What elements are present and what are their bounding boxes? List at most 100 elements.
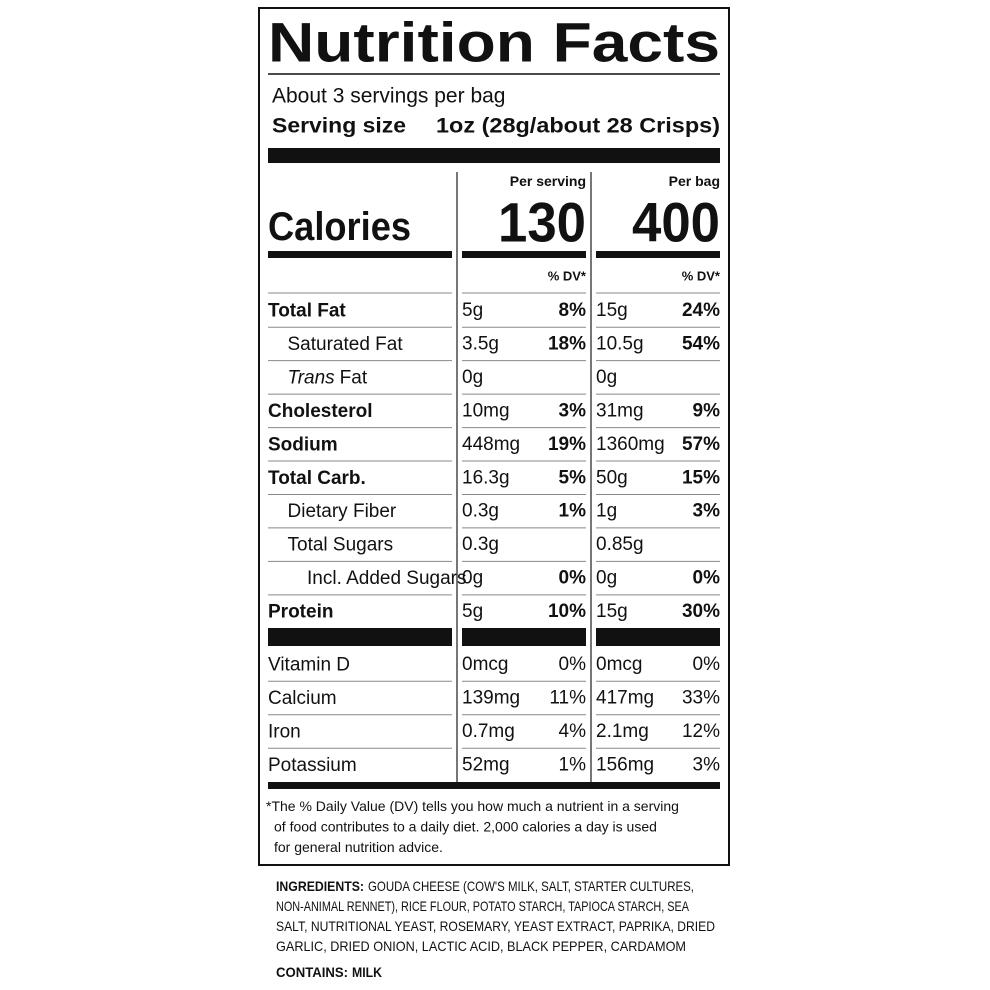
serving-size-label: Serving size: [272, 115, 406, 138]
footnote: *The % Daily Value (DV) tells you how mu…: [266, 798, 679, 814]
serving-dv: 4%: [559, 721, 587, 742]
bag-dv: 3%: [693, 501, 721, 522]
serving-dv: 1%: [559, 501, 587, 522]
thick-bar: [462, 251, 586, 258]
bag-dv: 9%: [693, 400, 721, 421]
bag-dv: 12%: [682, 721, 720, 742]
column-header: Per bag: [669, 173, 720, 189]
thick-bar: [268, 628, 452, 646]
bag-dv: 0%: [693, 654, 721, 675]
bag-amount: 0.85g: [596, 534, 644, 555]
nutrient-label: Cholesterol: [268, 400, 373, 421]
label-text: Protein: [268, 601, 333, 622]
bag-amount: 2.1mg: [596, 721, 649, 742]
calories-label: Calories: [268, 205, 411, 249]
serving-dv: 0%: [559, 654, 587, 675]
dv-header: % DV*: [682, 269, 721, 284]
serving-amount: 0mcg: [462, 654, 508, 675]
bag-dv: 24%: [682, 300, 720, 321]
calories-bag: 400: [632, 191, 720, 254]
ingredients-line: GOUDA CHEESE (COW'S MILK, SALT, STARTER …: [368, 878, 694, 894]
serving-dv: 10%: [548, 601, 586, 622]
nutrient-label: Dietary Fiber: [288, 501, 397, 522]
bag-dv: 54%: [682, 333, 720, 354]
thick-bar: [596, 628, 720, 646]
nutrient-label: Total Carb.: [268, 467, 366, 488]
serving-dv: 3%: [559, 400, 587, 421]
serving-dv: 8%: [559, 300, 587, 321]
nutrient-label: Potassium: [268, 755, 357, 776]
bag-dv: 57%: [682, 434, 720, 455]
serving-dv: 18%: [548, 333, 586, 354]
bag-amount: 15g: [596, 601, 628, 622]
nutrient-label: Trans Fat: [288, 367, 368, 388]
column-header: Per serving: [510, 173, 586, 189]
bag-dv: 15%: [682, 467, 720, 488]
contains-value: MILK: [352, 964, 382, 980]
ingredients-label: INGREDIENTS:: [276, 878, 364, 894]
label-text: Incl. Added Sugars: [307, 568, 467, 589]
serving-amount: 0.3g: [462, 501, 499, 522]
bag-dv: 0%: [693, 568, 721, 589]
bag-amount: 10.5g: [596, 333, 644, 354]
bag-dv: 33%: [682, 688, 720, 709]
ingredients-line: SALT, NUTRITIONAL YEAST, ROSEMARY, YEAST…: [276, 918, 715, 934]
serving-amount: 0.3g: [462, 534, 499, 555]
label-text: Total Fat: [268, 300, 346, 321]
serving-amount: 16.3g: [462, 467, 510, 488]
label-text: Cholesterol: [268, 400, 373, 421]
label-text: Iron: [268, 721, 301, 742]
label-text: Sodium: [268, 434, 338, 455]
serving-amount: 0g: [462, 568, 483, 589]
bag-amount: 31mg: [596, 400, 644, 421]
serving-amount: 10mg: [462, 400, 510, 421]
label-text: Fat: [340, 367, 368, 388]
nutrient-label: Total Fat: [268, 300, 346, 321]
label-text: Saturated Fat: [288, 333, 404, 354]
thick-bar: [462, 628, 586, 646]
serving-amount: 0g: [462, 367, 483, 388]
serving-amount: 139mg: [462, 688, 520, 709]
serving-dv: 19%: [548, 434, 586, 455]
nutrient-label: Total Sugars: [288, 534, 394, 555]
label-text: Calcium: [268, 688, 337, 709]
label-text: Total Sugars: [288, 534, 394, 555]
bag-amount: 156mg: [596, 755, 654, 776]
title: Nutrition Facts: [268, 11, 720, 74]
ingredients-line: GARLIC, DRIED ONION, LACTIC ACID, BLACK …: [276, 938, 686, 954]
ingredients-line: NON-ANIMAL RENNET), RICE FLOUR, POTATO S…: [276, 898, 690, 914]
thick-bar: [268, 148, 720, 163]
calories-serving: 130: [498, 191, 586, 254]
bag-amount: 0g: [596, 367, 617, 388]
label-text: Vitamin D: [268, 654, 350, 675]
bag-amount: 1g: [596, 501, 617, 522]
serving-dv: 5%: [559, 467, 587, 488]
serving-dv: 1%: [559, 755, 587, 776]
serving-amount: 5g: [462, 300, 483, 321]
nutrient-label: Saturated Fat: [288, 333, 404, 354]
serving-amount: 0.7mg: [462, 721, 515, 742]
dv-header: % DV*: [548, 269, 587, 284]
serving-amount: 448mg: [462, 434, 520, 455]
label-text: Total Carb.: [268, 467, 366, 488]
thick-bar: [268, 782, 720, 789]
contains-label: CONTAINS:: [276, 964, 348, 980]
label-italic: Trans: [288, 367, 336, 388]
nutrient-label: Iron: [268, 721, 301, 742]
label-border: [258, 7, 730, 866]
serving-dv: 0%: [559, 568, 587, 589]
nutrient-label: Protein: [268, 601, 333, 622]
bag-amount: 0g: [596, 568, 617, 589]
nutrient-label: Incl. Added Sugars: [307, 568, 467, 589]
label-text: Potassium: [268, 755, 357, 776]
nutrient-label: Calcium: [268, 688, 337, 709]
nutrient-label: Vitamin D: [268, 654, 350, 675]
nutrient-label: Sodium: [268, 434, 338, 455]
bag-amount: 15g: [596, 300, 628, 321]
servings: About 3 servings per bag: [272, 85, 505, 108]
bag-amount: 50g: [596, 467, 628, 488]
thick-bar: [596, 251, 720, 258]
footnote: of food contributes to a daily diet. 2,0…: [274, 819, 657, 835]
